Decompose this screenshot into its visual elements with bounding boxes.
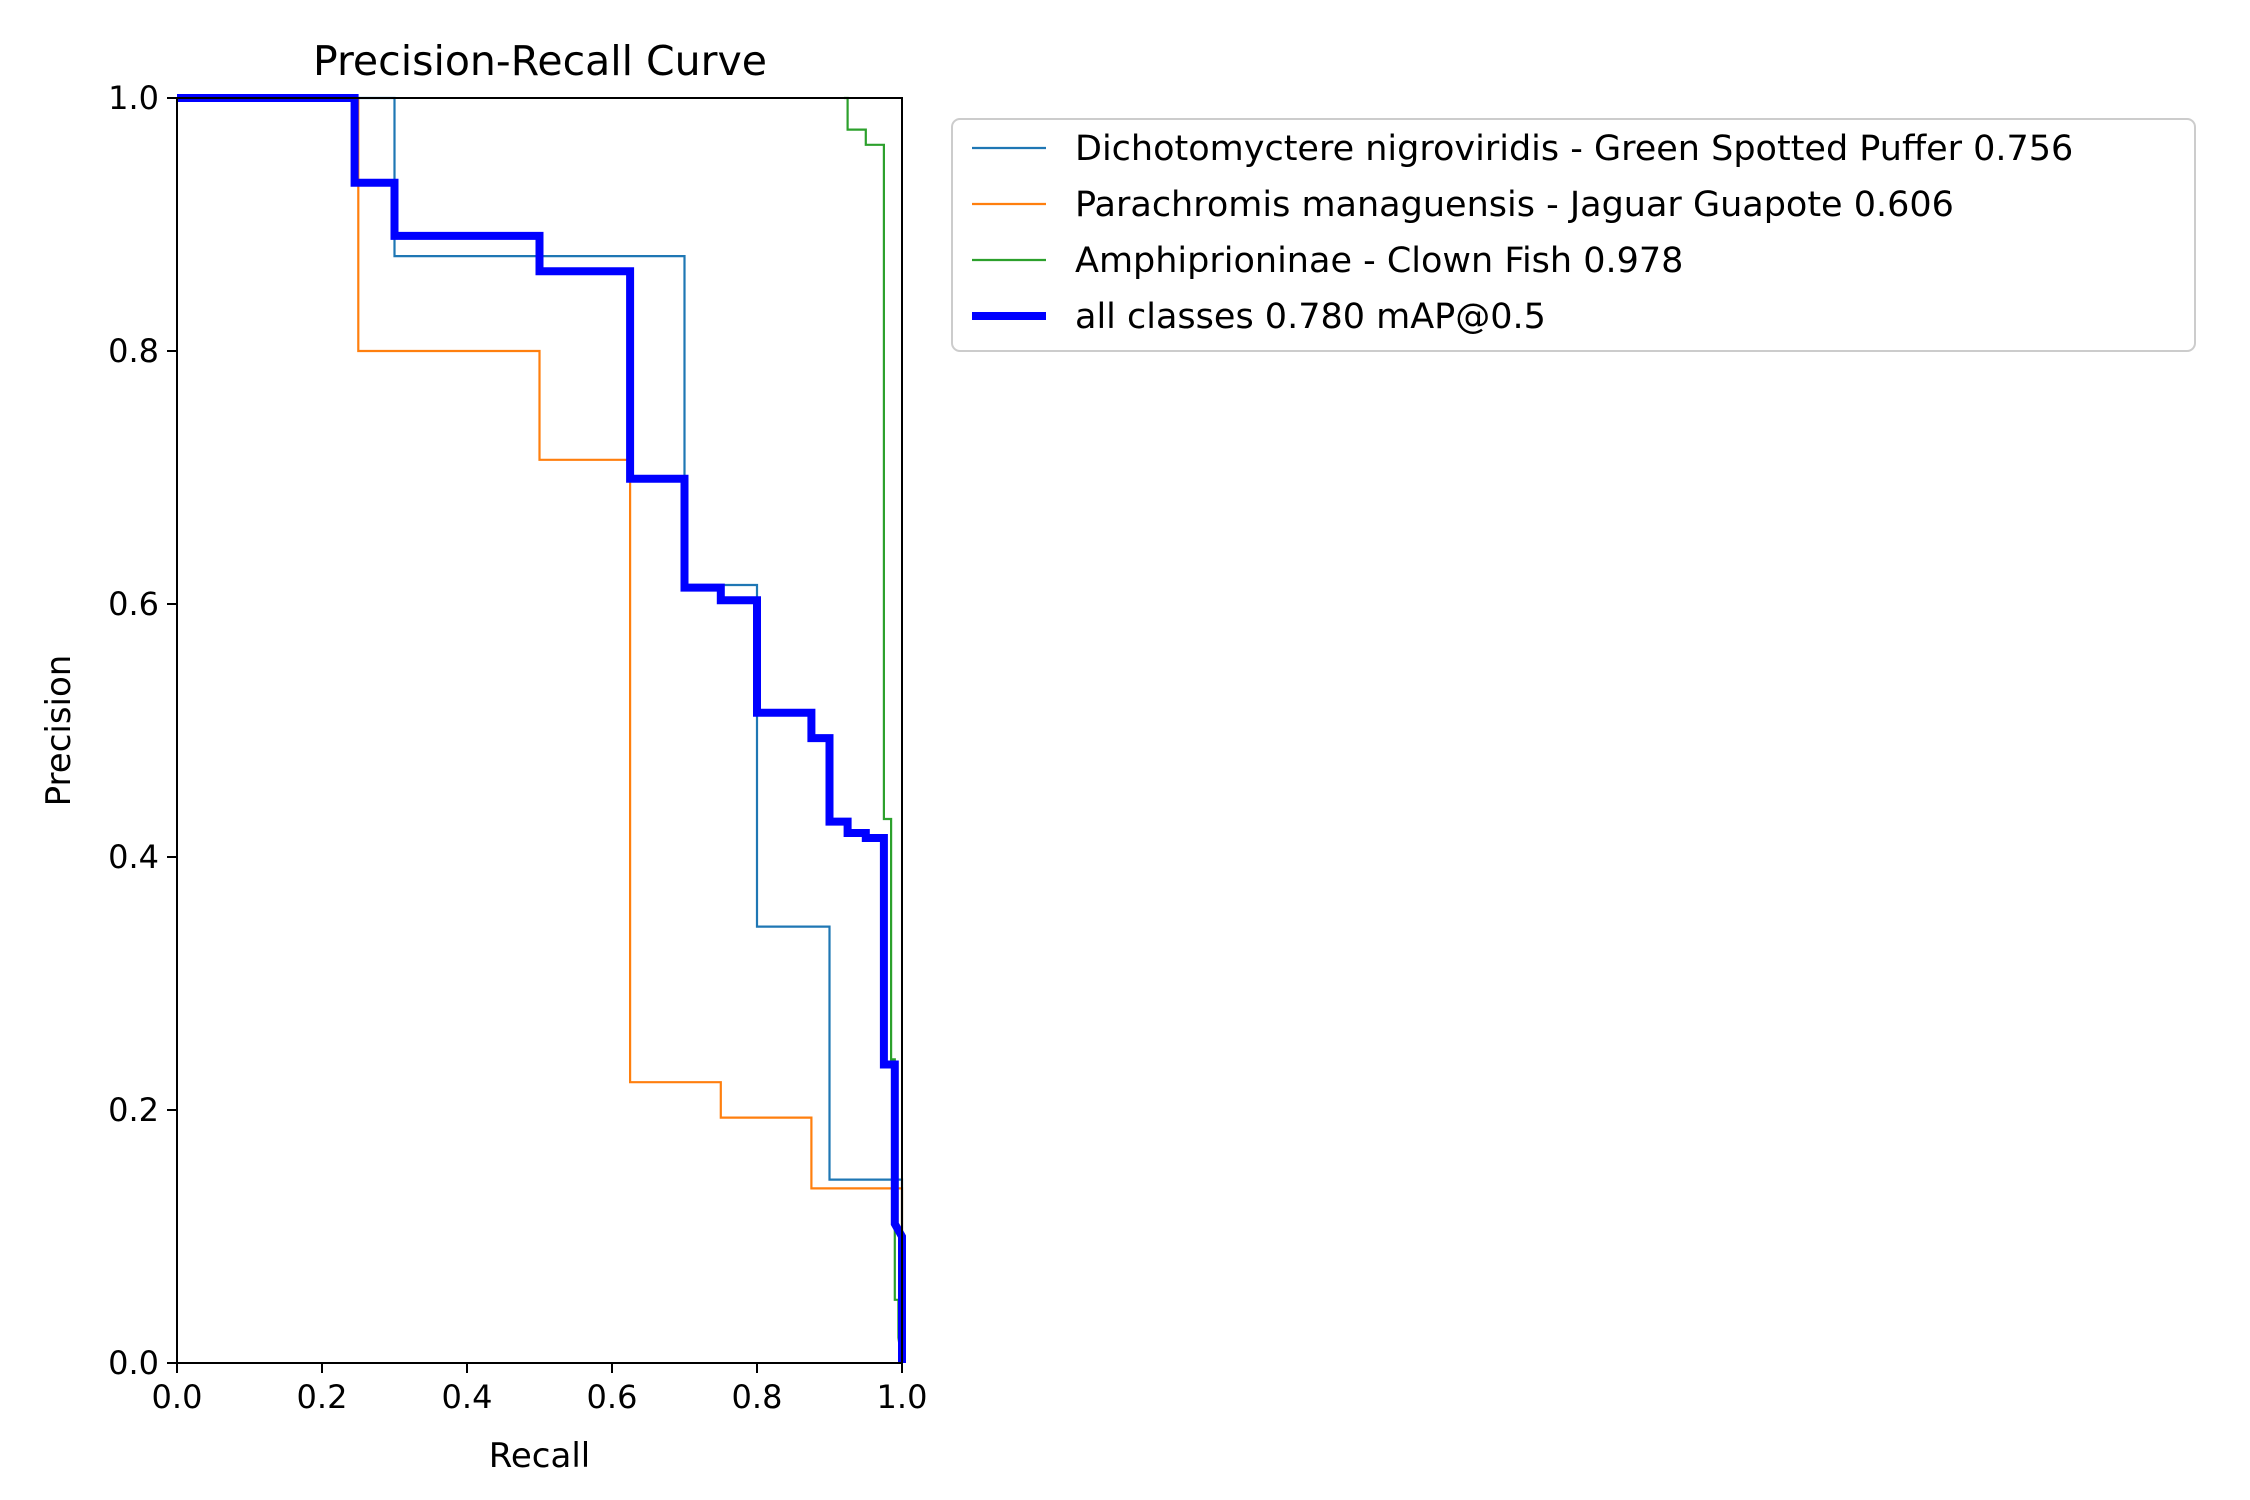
- plot-frame: [176, 97, 903, 1364]
- legend-label-1: Parachromis managuensis - Jaguar Guapote…: [1075, 185, 1954, 225]
- legend-label-2: Amphiprioninae - Clown Fish 0.978: [1075, 241, 1683, 281]
- series-line-1: [177, 96, 904, 1363]
- y-axis-label: Precision: [39, 655, 79, 807]
- x-axis-ticks: 0.0 0.2 0.4 0.6 0.8 1.0: [152, 1363, 928, 1416]
- x-tick-label: 0.6: [587, 1378, 638, 1416]
- y-tick-label: 0.4: [108, 838, 159, 876]
- x-tick-label: 0.4: [442, 1378, 493, 1416]
- series-line-0: [177, 96, 904, 1363]
- y-tick-label: 0.6: [108, 585, 159, 623]
- legend-items: Dichotomyctere nigroviridis - Green Spot…: [972, 129, 2073, 337]
- series-line-3: [177, 94, 906, 1363]
- y-axis-ticks: 0.0 0.2 0.4 0.6 0.8 1.0: [108, 79, 177, 1382]
- x-tick-label: 0.0: [152, 1378, 203, 1416]
- series-line-2: [844, 96, 904, 1364]
- chart-title: Precision-Recall Curve: [313, 37, 767, 85]
- plot-lines: [177, 94, 906, 1364]
- y-tick-label: 0.8: [108, 332, 159, 370]
- legend-label-3: all classes 0.780 mAP@0.5: [1075, 297, 1546, 337]
- x-tick-label: 1.0: [877, 1378, 928, 1416]
- y-tick-label: 0.0: [108, 1344, 159, 1382]
- x-tick-label: 0.8: [732, 1378, 783, 1416]
- x-axis-label: Recall: [489, 1436, 590, 1476]
- x-tick-label: 0.2: [297, 1378, 348, 1416]
- y-tick-label: 1.0: [108, 79, 159, 117]
- legend-box: [951, 118, 2196, 352]
- y-tick-label: 0.2: [108, 1091, 159, 1129]
- legend: Dichotomyctere nigroviridis - Green Spot…: [951, 118, 2196, 352]
- legend-label-0: Dichotomyctere nigroviridis - Green Spot…: [1075, 129, 2073, 169]
